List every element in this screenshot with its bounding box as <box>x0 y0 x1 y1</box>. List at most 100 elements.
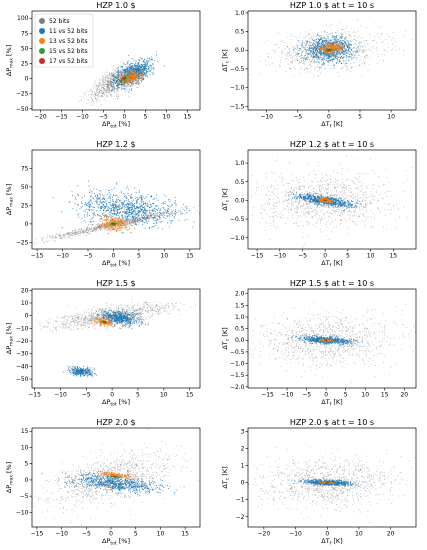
y-tick-label: −0.5 <box>230 66 245 73</box>
scatter-point <box>336 64 338 66</box>
scatter-point <box>316 43 318 45</box>
scatter-point <box>150 217 152 218</box>
scatter-point <box>325 25 327 27</box>
scatter-point <box>285 70 287 72</box>
scatter-point <box>395 49 397 51</box>
scatter-point <box>346 49 348 51</box>
scatter-point <box>281 50 283 52</box>
scatter-point <box>132 82 134 85</box>
scatter-point <box>82 97 84 99</box>
scatter-point <box>298 63 300 65</box>
scatter-point <box>124 219 126 221</box>
scatter-point <box>122 81 125 84</box>
scatter-point <box>58 237 60 239</box>
scatter-point <box>306 50 308 52</box>
scatter-point <box>110 92 112 94</box>
scatter-point <box>107 193 109 196</box>
scatter-point <box>321 45 323 47</box>
scatter-point <box>108 88 110 90</box>
scatter-point <box>363 51 365 53</box>
scatter-point <box>174 212 176 214</box>
scatter-point <box>113 75 114 77</box>
scatter-point <box>312 39 314 41</box>
scatter-point <box>94 226 96 228</box>
scatter-point <box>99 81 100 83</box>
scatter-point <box>101 83 103 85</box>
scatter-point <box>50 236 52 238</box>
scatter-point <box>360 65 362 67</box>
scatter-point <box>121 68 123 70</box>
scatter-point <box>112 73 114 75</box>
scatter-point <box>332 38 334 40</box>
scatter-point <box>346 47 347 49</box>
scatter-point <box>323 63 325 65</box>
scatter-point <box>106 85 108 87</box>
scatter-point <box>304 54 306 56</box>
scatter-point <box>352 51 354 53</box>
scatter-point <box>346 71 348 73</box>
scatter-point <box>121 72 123 74</box>
scatter-point <box>342 34 344 36</box>
scatter-point <box>336 57 338 59</box>
scatter-point <box>120 75 122 77</box>
scatter-point <box>304 56 306 58</box>
scatter-point <box>140 71 142 74</box>
scatter-point <box>92 91 94 93</box>
scatter-point <box>106 81 108 83</box>
scatter-point <box>109 81 111 83</box>
scatter-point <box>52 235 54 237</box>
scatter-point <box>316 58 317 60</box>
scatter-point <box>90 224 92 226</box>
scatter-point <box>288 51 290 53</box>
scatter-point <box>75 232 77 234</box>
scatter-point <box>285 59 287 61</box>
scatter-point <box>100 89 102 91</box>
scatter-point <box>306 68 308 70</box>
scatter-points <box>249 19 414 78</box>
scatter-point <box>302 46 304 48</box>
scatter-point <box>93 229 95 230</box>
scatter-point <box>105 91 107 93</box>
scatter-point <box>124 85 126 87</box>
scatter-point <box>98 96 100 97</box>
y-axis-label: ΔTc [K] <box>221 49 231 71</box>
scatter-point <box>331 63 333 65</box>
scatter-point <box>316 60 318 62</box>
scatter-point <box>101 231 102 233</box>
scatter-point <box>329 50 332 52</box>
scatter-point <box>102 82 104 84</box>
scatter-point <box>96 87 98 89</box>
scatter-point <box>109 211 111 213</box>
scatter-point <box>348 60 350 62</box>
scatter-point <box>330 53 332 55</box>
scatter-point <box>91 97 93 99</box>
scatter-point <box>139 59 141 61</box>
scatter-point <box>95 95 97 97</box>
scatter-point <box>186 207 188 209</box>
scatter-point <box>334 52 336 54</box>
scatter-point <box>127 73 130 75</box>
scatter-point <box>308 43 310 45</box>
scatter-point <box>132 85 134 87</box>
scatter-point <box>336 59 338 61</box>
scatter-point <box>326 32 328 34</box>
scatter-point <box>108 90 110 92</box>
scatter-point <box>327 56 328 58</box>
scatter-point <box>309 29 311 31</box>
scatter-point <box>331 54 333 56</box>
scatter-point <box>92 227 94 229</box>
scatter-point <box>131 220 133 222</box>
scatter-point <box>110 78 112 80</box>
scatter-point <box>392 48 394 50</box>
scatter-point <box>317 38 320 40</box>
scatter-point <box>335 32 337 34</box>
scatter-point <box>365 58 367 60</box>
scatter-point <box>119 82 122 84</box>
scatter-point <box>358 49 360 51</box>
scatter-point <box>105 89 107 91</box>
scatter-point <box>322 48 324 50</box>
scatter-point <box>125 72 127 74</box>
scatter-point <box>350 53 352 55</box>
scatter-point <box>82 233 84 235</box>
scatter-point <box>100 226 102 228</box>
